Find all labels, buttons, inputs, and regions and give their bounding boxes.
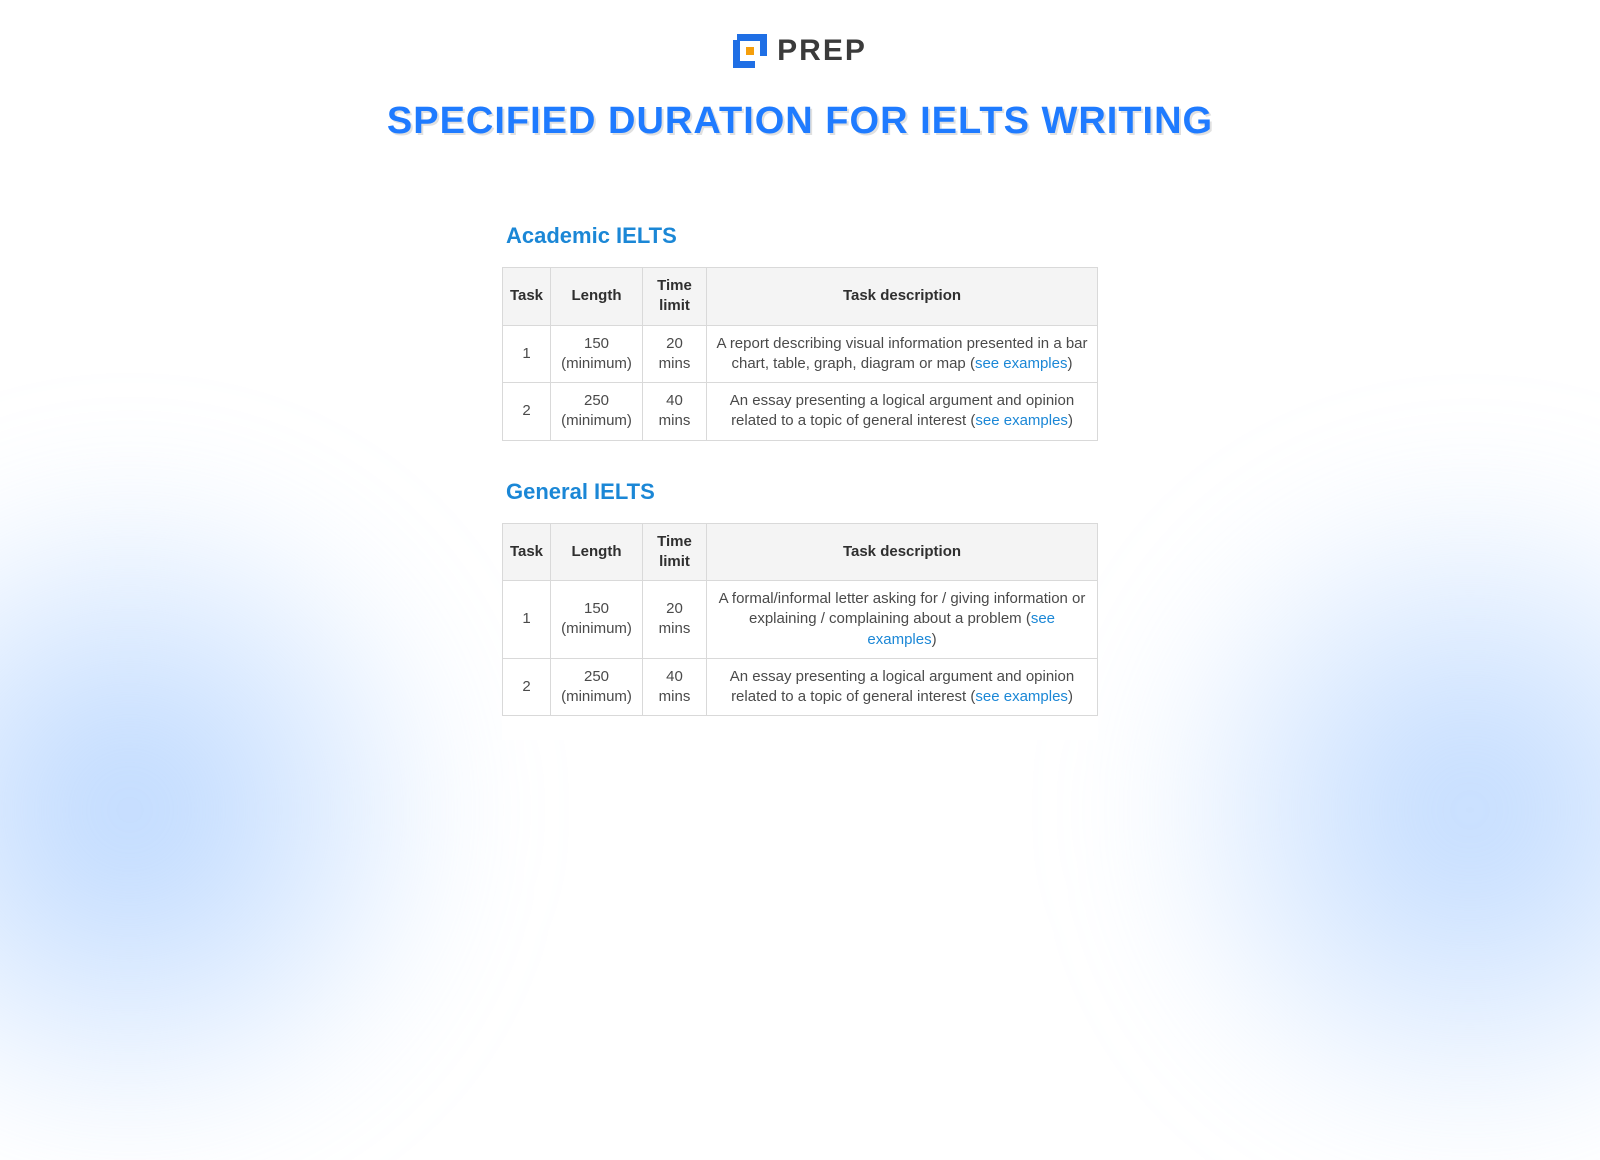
desc-text-post: ): [932, 631, 937, 648]
cell-task: 1: [503, 325, 551, 383]
see-examples-link[interactable]: see examples: [975, 412, 1068, 429]
table-header-row: Task Length Time limit Task description: [503, 268, 1098, 326]
th-length: Length: [551, 268, 643, 326]
desc-text-post: ): [1068, 412, 1073, 429]
th-time: Time limit: [643, 523, 707, 581]
th-desc: Task description: [707, 268, 1098, 326]
cell-length: 250 (minimum): [551, 658, 643, 716]
cell-time: 20 mins: [643, 581, 707, 659]
content-card: Academic IELTS Task Length Time limit Ta…: [502, 203, 1098, 740]
cell-time: 40 mins: [643, 383, 707, 441]
cell-desc: A formal/informal letter asking for / gi…: [707, 581, 1098, 659]
cell-time: 20 mins: [643, 325, 707, 383]
cell-time: 40 mins: [643, 658, 707, 716]
th-task: Task: [503, 523, 551, 581]
th-task: Task: [503, 268, 551, 326]
cell-length: 150 (minimum): [551, 325, 643, 383]
prep-logo-icon: [733, 34, 767, 68]
th-desc: Task description: [707, 523, 1098, 581]
table-row: 2 250 (minimum) 40 mins An essay present…: [503, 383, 1098, 441]
cell-desc: A report describing visual information p…: [707, 325, 1098, 383]
cell-task: 2: [503, 658, 551, 716]
section-heading-general: General IELTS: [506, 479, 1098, 505]
cell-task: 2: [503, 383, 551, 441]
th-time: Time limit: [643, 268, 707, 326]
th-length: Length: [551, 523, 643, 581]
brand-logo: PREP: [0, 0, 1600, 68]
desc-text-post: ): [1068, 355, 1073, 372]
table-general: Task Length Time limit Task description …: [502, 523, 1098, 717]
table-academic: Task Length Time limit Task description …: [502, 267, 1098, 441]
desc-text-post: ): [1068, 688, 1073, 705]
cell-desc: An essay presenting a logical argument a…: [707, 383, 1098, 441]
cell-task: 1: [503, 581, 551, 659]
page-title: SPECIFIED DURATION FOR IELTS WRITING: [0, 100, 1600, 143]
section-heading-academic: Academic IELTS: [506, 223, 1098, 249]
table-row: 1 150 (minimum) 20 mins A report describ…: [503, 325, 1098, 383]
table-header-row: Task Length Time limit Task description: [503, 523, 1098, 581]
table-row: 1 150 (minimum) 20 mins A formal/informa…: [503, 581, 1098, 659]
cell-length: 250 (minimum): [551, 383, 643, 441]
cell-length: 150 (minimum): [551, 581, 643, 659]
table-row: 2 250 (minimum) 40 mins An essay present…: [503, 658, 1098, 716]
page: PREP SPECIFIED DURATION FOR IELTS WRITIN…: [0, 0, 1600, 900]
brand-name: PREP: [777, 34, 867, 68]
cell-desc: An essay presenting a logical argument a…: [707, 658, 1098, 716]
see-examples-link[interactable]: see examples: [975, 355, 1068, 372]
see-examples-link[interactable]: see examples: [975, 688, 1068, 705]
